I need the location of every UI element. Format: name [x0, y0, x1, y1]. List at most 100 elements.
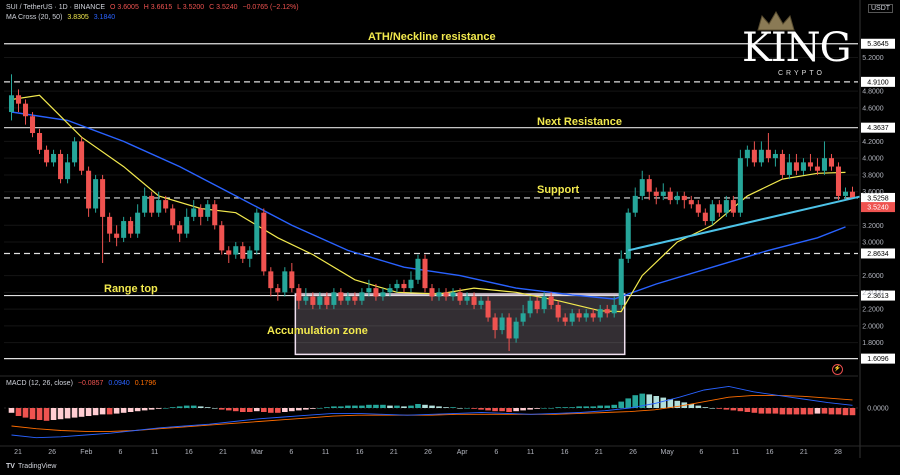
- candle-body: [674, 195, 680, 201]
- macd-histogram-bar: [842, 408, 849, 416]
- macd-histogram-bar: [338, 406, 344, 408]
- macd-histogram-bar: [225, 408, 232, 411]
- macd-histogram-bar: [134, 408, 141, 412]
- macd-histogram-bar: [611, 404, 618, 408]
- currency-badge[interactable]: USDT: [868, 4, 894, 13]
- macd-histogram-bar: [723, 408, 730, 410]
- candle-body: [135, 212, 141, 234]
- candle-body: [709, 204, 715, 222]
- last-price-box: [861, 202, 895, 213]
- macd-histogram-bar: [211, 408, 218, 409]
- macd-histogram-bar: [303, 408, 309, 410]
- candle-body: [142, 195, 148, 213]
- candle-body: [352, 296, 358, 301]
- macd-histogram-bar: [260, 408, 267, 412]
- macd-histogram-bar: [36, 408, 43, 420]
- macd-histogram-bar: [204, 407, 211, 408]
- macd-histogram-bar: [8, 408, 15, 413]
- ohlc-open: O 3.6005: [110, 4, 139, 11]
- candle-body: [751, 149, 757, 163]
- ma-legend[interactable]: MA Cross (20, 50) 3.8305 3.1840: [6, 14, 118, 21]
- candle-body: [191, 208, 197, 217]
- macd-histogram-bar: [408, 405, 414, 408]
- level-price-box: [861, 290, 895, 301]
- time-tick-label: 16: [185, 449, 193, 456]
- level-price-box: [861, 122, 895, 133]
- time-tick-label: 16: [766, 449, 774, 456]
- pair-label: SUI / TetherUS · 1D · BINANCE: [6, 4, 106, 11]
- macd-histogram-bar: [688, 404, 695, 408]
- candle-body: [22, 103, 29, 117]
- macd-histogram-bar: [141, 408, 148, 411]
- alert-icon[interactable]: ⚡: [832, 364, 843, 375]
- macd-histogram-bar: [183, 405, 190, 408]
- candle-body: [100, 179, 106, 217]
- macd-legend[interactable]: MACD (12, 26, close) −0.0857 0.0940 0.17…: [6, 380, 159, 387]
- macd-histogram-bar: [387, 405, 393, 408]
- time-tick-label: 11: [322, 449, 329, 456]
- candle-body: [534, 300, 540, 310]
- candle-body: [471, 296, 477, 305]
- candle-body: [632, 195, 638, 213]
- candle-body: [611, 304, 617, 314]
- candle-body: [800, 162, 806, 171]
- candle-body: [597, 309, 603, 318]
- tradingview-label: TradingView: [17, 463, 57, 470]
- macd-histogram-bar: [534, 408, 540, 409]
- candle-body: [625, 212, 631, 259]
- macd-histogram-bar: [85, 408, 92, 416]
- macd-histogram-bar: [499, 408, 505, 412]
- annotation-ath: ATH/Neckline resistance: [368, 31, 496, 43]
- last-price-label: 3.5240: [867, 205, 889, 212]
- macd-signal-line: [11, 394, 853, 432]
- candle-body: [779, 153, 785, 175]
- level-price-box: [861, 76, 895, 87]
- macd-histogram-bar: [597, 405, 604, 408]
- level-price-box: [861, 353, 895, 364]
- macd-histogram-bar: [583, 406, 589, 408]
- candle-body: [646, 179, 652, 192]
- candle-body: [121, 221, 127, 238]
- candle-body: [338, 292, 344, 301]
- macd-histogram-bar: [807, 408, 814, 415]
- macd-histogram-bar: [359, 405, 365, 408]
- candle-body: [653, 191, 659, 196]
- macd-histogram-bar: [590, 406, 596, 408]
- time-tick-label: 6: [699, 449, 703, 456]
- macd-histogram-bar: [22, 408, 29, 418]
- candle-body: [198, 208, 204, 217]
- macd-histogram-bar: [506, 408, 512, 412]
- candle-body: [177, 225, 183, 234]
- macd-histogram-bar: [275, 408, 281, 413]
- price-tick-label: 4.8000: [862, 89, 884, 96]
- price-tick-label: 4.0000: [862, 156, 884, 163]
- trendline: [628, 195, 861, 252]
- candle-body: [618, 258, 624, 305]
- candle-body: [65, 162, 71, 180]
- macd-histogram-bar: [253, 408, 260, 412]
- macd-histogram-bar: [282, 408, 288, 412]
- price-tick-label: 3.6000: [862, 189, 884, 196]
- candle-body: [380, 292, 386, 297]
- candles-series: [8, 74, 856, 352]
- macd-histogram-bar: [835, 408, 842, 415]
- candle-body: [345, 296, 351, 301]
- candle-body: [170, 208, 176, 226]
- king-crypto-logo: KING CRYPTO: [742, 10, 862, 80]
- candle-body: [163, 200, 169, 209]
- ma-slow-value: 3.1840: [93, 14, 116, 21]
- candle-body: [51, 153, 57, 163]
- macd-histogram-bar: [849, 408, 856, 416]
- candle-body: [590, 313, 596, 318]
- ma-slow-line: [11, 111, 846, 300]
- candle-body: [576, 313, 582, 318]
- candle-body: [30, 116, 36, 134]
- macd-histogram-bar: [169, 407, 176, 408]
- macd-histogram-bar: [450, 407, 456, 408]
- price-axis[interactable]: 5.2000 4.8000 4.6000 4.2000 4.0000 3.8000 3.60…: [859, 0, 884, 458]
- time-axis[interactable]: 21 26 Feb 6 11 16 21 Mar 6 11 16 21 26 Apr 6 11 16 21 26 Ma…: [0, 445, 900, 456]
- ma-fast-line: [11, 94, 846, 313]
- level-price-label: 2.8634: [867, 251, 889, 258]
- candle-body: [443, 292, 449, 297]
